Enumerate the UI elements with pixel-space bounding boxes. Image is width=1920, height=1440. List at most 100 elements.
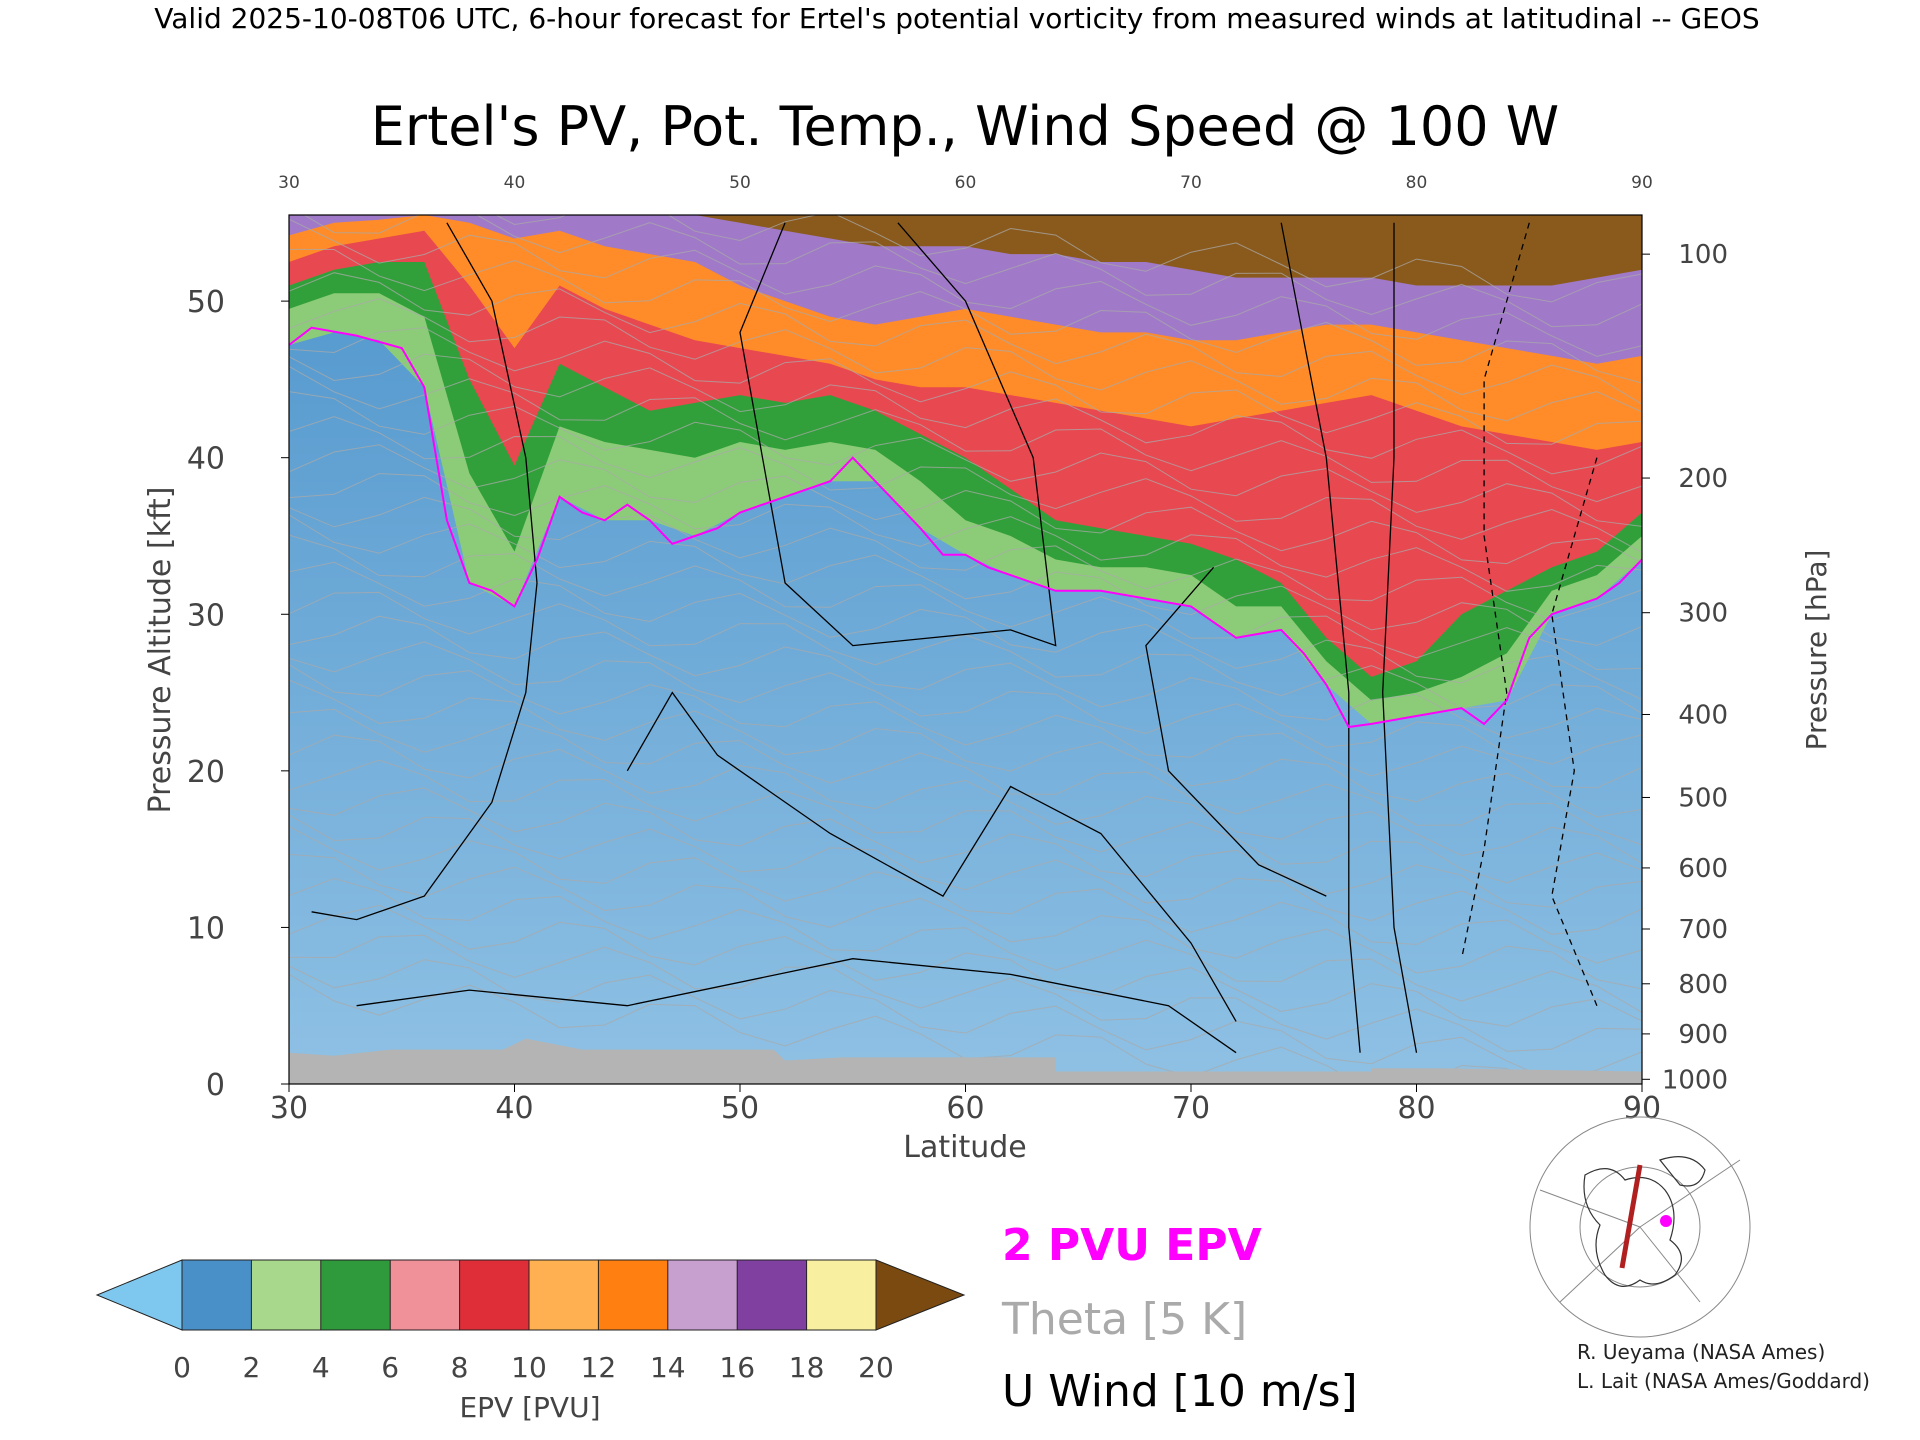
y-right-tick-label-3: 400 <box>1678 700 1728 730</box>
colorbar-segment-6 <box>598 1260 669 1330</box>
y-axis-right-label: Pressure [hPa] <box>1800 550 1833 751</box>
x-axis-ticks: 30 40 50 60 70 80 90 <box>270 1084 1661 1126</box>
theta-contour-22 <box>289 444 1642 565</box>
wind-contour-6 <box>626 691 1237 1022</box>
theta-contour-12 <box>289 679 1642 818</box>
y-left-tick-label-5: 50 <box>187 285 225 320</box>
theta-contour-3 <box>289 904 1642 1027</box>
y-right-tick-label-6: 700 <box>1678 915 1728 945</box>
theta-contour-11 <box>289 708 1642 846</box>
top-axis-ticks: 30 40 50 60 70 80 90 <box>278 173 1653 193</box>
pv-layer-5 <box>289 215 1642 286</box>
colorbar-tick-label-3: 6 <box>381 1351 399 1384</box>
colorbar-segment-5 <box>529 1260 599 1330</box>
colorbar-tick-label-8: 16 <box>719 1351 755 1384</box>
colorbar-under-triangle <box>95 1259 183 1331</box>
colorbar: 0 2 4 6 8 10 12 14 16 18 20 <box>95 1259 966 1384</box>
colorbar-label: EPV [PVU] <box>459 1391 600 1424</box>
top-tick-label-5: 80 <box>1406 173 1428 193</box>
y-left-tick-label-1: 10 <box>187 911 225 946</box>
y-axis-left-label: Pressure Altitude [kft] <box>143 487 178 814</box>
wind-contour-negative-1 <box>1551 457 1598 1006</box>
x-tick-label-1: 40 <box>495 1091 533 1126</box>
colorbar-tick-label-10: 20 <box>858 1351 894 1384</box>
y-right-tick-label-5: 600 <box>1678 854 1728 884</box>
y-left-tick-label-2: 20 <box>187 755 225 790</box>
colorbar-segment-3 <box>390 1260 461 1330</box>
x-tick-label-2: 50 <box>721 1091 759 1126</box>
theta-contour-8 <box>289 787 1642 908</box>
surface-terrain <box>289 1038 1642 1084</box>
wind-contour-3 <box>1280 222 1361 1053</box>
y-right-tick-label-4: 500 <box>1678 783 1728 813</box>
wind-contour-5 <box>356 958 1237 1054</box>
colorbar-segment-2 <box>320 1260 391 1330</box>
plot-area <box>289 215 1642 1084</box>
tropopause-2pvu-line <box>289 326 1642 729</box>
colorbar-segment-7 <box>667 1260 738 1330</box>
x-tick-label-3: 60 <box>946 1091 984 1126</box>
colorbar-tick-label-1: 2 <box>242 1351 260 1384</box>
y-axis-right-ticks: 100 200 300 400 500 600 700 800 900 1000 <box>1642 240 1728 1095</box>
wind-contour-0 <box>311 222 538 921</box>
theta-contour-5 <box>289 853 1642 990</box>
colorbar-tick-label-5: 10 <box>511 1351 547 1384</box>
y-right-tick-label-2: 300 <box>1678 599 1728 629</box>
theta-contour-6 <box>289 826 1642 964</box>
x-tick-label-5: 80 <box>1397 1091 1435 1126</box>
theta-contour-2 <box>289 934 1642 1052</box>
colorbar-segment-1 <box>251 1260 322 1330</box>
theta-contour-30 <box>289 248 1642 384</box>
theta-contour-32 <box>303 215 1642 328</box>
y-right-tick-label-9: 1000 <box>1662 1065 1728 1095</box>
top-tick-label-0: 30 <box>278 173 300 193</box>
colorbar-tick-label-6: 12 <box>581 1351 617 1384</box>
legend-wind: U Wind [10 m/s] <box>1002 1366 1358 1417</box>
theta-contour-28 <box>289 298 1642 422</box>
wind-contour-2 <box>1145 566 1327 897</box>
y-axis-left-ticks: 0 10 20 30 40 50 <box>187 285 289 1103</box>
y-left-tick-label-3: 30 <box>187 598 225 633</box>
colorbar-tick-label-2: 4 <box>312 1351 330 1384</box>
theta-contours <box>289 215 1642 1084</box>
x-axis-label: Latitude <box>903 1130 1026 1165</box>
credit-line-2: L. Lait (NASA Ames/Goddard) <box>1577 1369 1870 1393</box>
colorbar-tick-label-4: 8 <box>451 1351 469 1384</box>
theta-contour-14 <box>289 641 1642 765</box>
colorbar-segment-9 <box>806 1260 877 1330</box>
theta-contour-9 <box>289 759 1642 884</box>
wind-contour-1 <box>739 222 1057 647</box>
x-tick-label-0: 30 <box>270 1091 308 1126</box>
locator-map <box>1529 1116 1751 1338</box>
top-tick-label-2: 50 <box>729 173 751 193</box>
theta-contour-13 <box>289 664 1642 789</box>
top-tick-label-1: 40 <box>504 173 526 193</box>
chart-title: Ertel's PV, Pot. Temp., Wind Speed @ 100… <box>371 95 1559 158</box>
theta-contour-10 <box>289 734 1642 864</box>
top-tick-label-4: 70 <box>1180 173 1202 193</box>
colorbar-tick-label-9: 18 <box>789 1351 825 1384</box>
theta-contour-17 <box>289 561 1642 700</box>
top-tick-label-3: 60 <box>955 173 977 193</box>
wind-contour-4 <box>1382 222 1418 1053</box>
theta-contour-33 <box>495 215 1642 303</box>
valid-time-header: Valid 2025-10-08T06 UTC, 6-hour forecast… <box>154 2 1759 35</box>
cross-section-track <box>1619 1164 1643 1269</box>
top-tick-label-6: 90 <box>1631 173 1653 193</box>
location-marker <box>1660 1215 1672 1227</box>
theta-contour-7 <box>289 814 1642 935</box>
y-right-tick-label-8: 900 <box>1678 1020 1728 1050</box>
legend-epv: 2 PVU EPV <box>1002 1220 1262 1271</box>
theta-contour-23 <box>289 416 1642 554</box>
y-left-tick-label-0: 0 <box>206 1068 225 1103</box>
colorbar-segment-0 <box>182 1260 252 1330</box>
colorbar-segment-8 <box>737 1260 808 1330</box>
theta-contour-1 <box>289 959 1642 1082</box>
colorbar-tick-label-7: 14 <box>650 1351 686 1384</box>
credit-line-1: R. Ueyama (NASA Ames) <box>1577 1340 1825 1364</box>
y-right-tick-label-0: 100 <box>1678 240 1728 270</box>
theta-contour-20 <box>289 496 1642 621</box>
x-tick-label-6: 90 <box>1623 1091 1661 1126</box>
theta-contour-15 <box>289 615 1642 739</box>
